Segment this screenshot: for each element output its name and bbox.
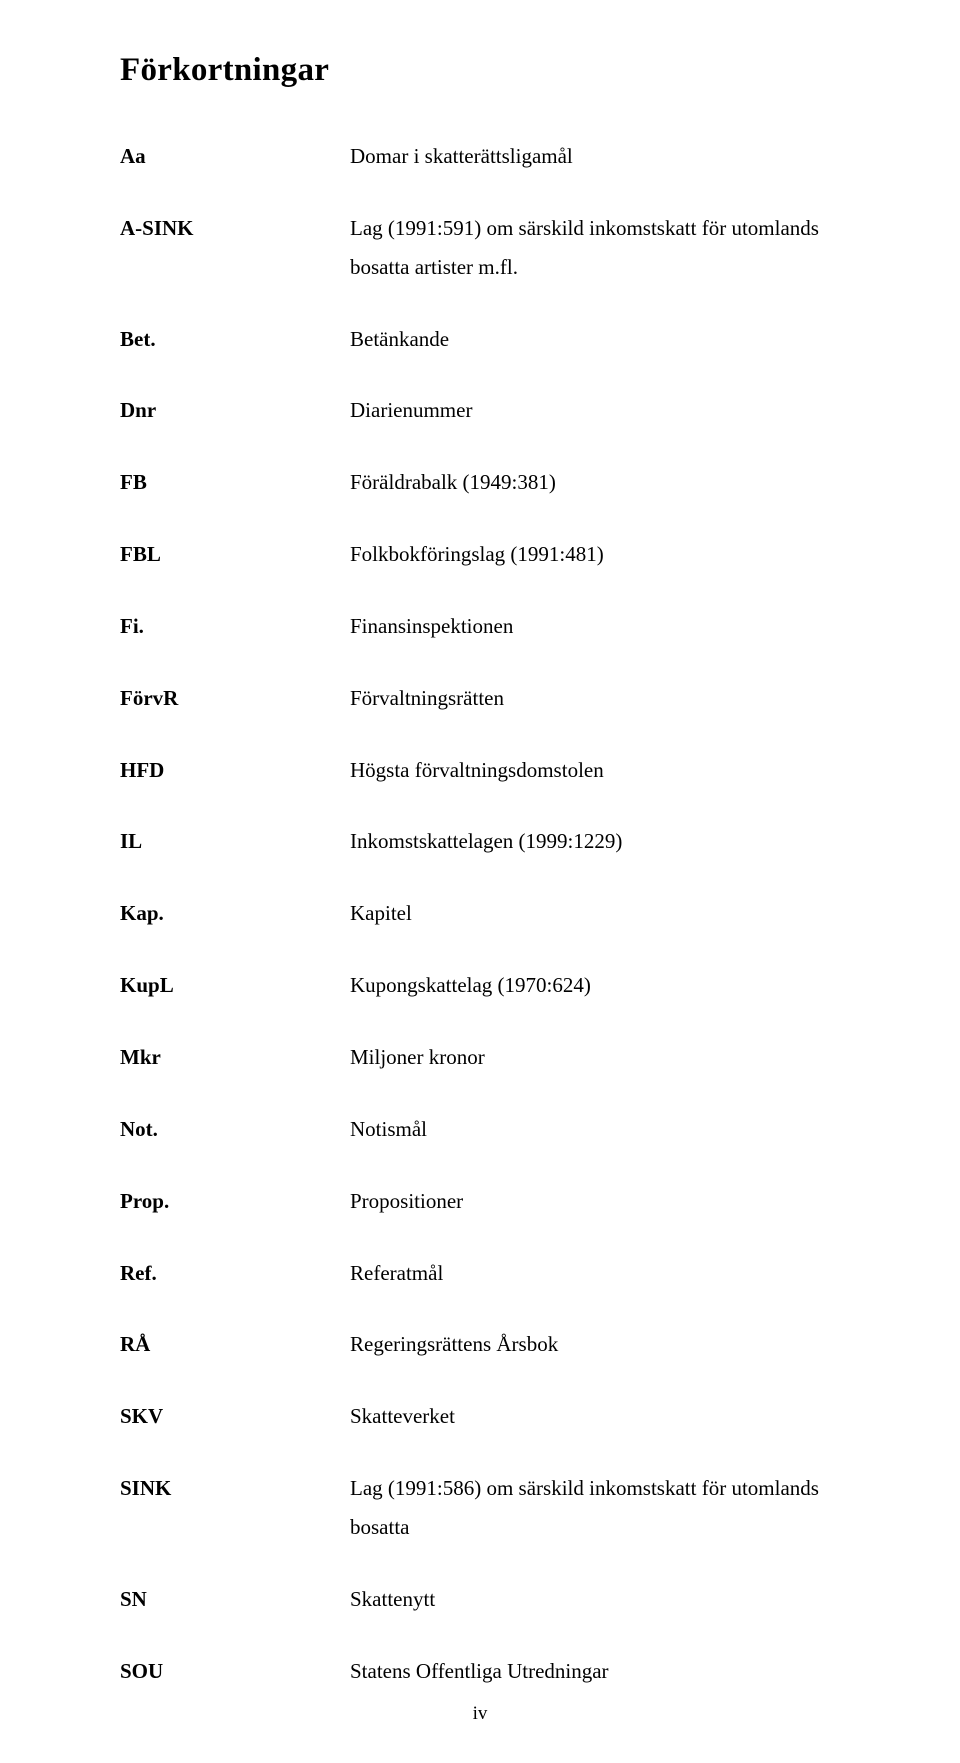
- table-row: SINKLag (1991:586) om särskild inkomstsk…: [120, 1469, 840, 1580]
- abbr-cell: Bet.: [120, 320, 350, 392]
- table-row: AaDomar i skatterättsligamål: [120, 137, 840, 209]
- abbr-cell: Not.: [120, 1110, 350, 1182]
- abbr-cell: Mkr: [120, 1038, 350, 1110]
- definition-cell: Regeringsrättens Årsbok: [350, 1325, 840, 1397]
- table-row: HFDHögsta förvaltningsdomstolen: [120, 751, 840, 823]
- definition-cell: Diarienummer: [350, 391, 840, 463]
- abbr-cell: HFD: [120, 751, 350, 823]
- abbr-cell: FBL: [120, 535, 350, 607]
- table-row: Prop.Propositioner: [120, 1182, 840, 1254]
- table-row: A-SINKLag (1991:591) om särskild inkomst…: [120, 209, 840, 320]
- table-row: ILInkomstskattelagen (1999:1229): [120, 822, 840, 894]
- abbr-cell: A-SINK: [120, 209, 350, 320]
- table-row: KupLKupongskattelag (1970:624): [120, 966, 840, 1038]
- abbr-cell: KupL: [120, 966, 350, 1038]
- definition-cell: Referatmål: [350, 1254, 840, 1326]
- definition-cell: Skattenytt: [350, 1580, 840, 1652]
- abbr-cell: Ref.: [120, 1254, 350, 1326]
- abbr-cell: Fi.: [120, 607, 350, 679]
- abbr-cell: Prop.: [120, 1182, 350, 1254]
- abbr-cell: SN: [120, 1580, 350, 1652]
- table-row: Fi.Finansinspektionen: [120, 607, 840, 679]
- table-row: SNSkattenytt: [120, 1580, 840, 1652]
- definition-cell: Inkomstskattelagen (1999:1229): [350, 822, 840, 894]
- definition-cell: Notismål: [350, 1110, 840, 1182]
- definition-cell: Folkbokföringslag (1991:481): [350, 535, 840, 607]
- table-row: FBLFolkbokföringslag (1991:481): [120, 535, 840, 607]
- table-row: MkrMiljoner kronor: [120, 1038, 840, 1110]
- definition-cell: Kapitel: [350, 894, 840, 966]
- definition-cell: Förvaltningsrätten: [350, 679, 840, 751]
- table-row: Not.Notismål: [120, 1110, 840, 1182]
- table-row: SKVSkatteverket: [120, 1397, 840, 1469]
- definition-cell: Lag (1991:586) om särskild inkomstskatt …: [350, 1469, 840, 1580]
- page-number: iv: [0, 1703, 960, 1725]
- definition-cell: Lag (1991:591) om särskild inkomstskatt …: [350, 209, 840, 320]
- table-row: Kap.Kapitel: [120, 894, 840, 966]
- abbr-cell: FB: [120, 463, 350, 535]
- abbr-cell: IL: [120, 822, 350, 894]
- table-row: RÅRegeringsrättens Årsbok: [120, 1325, 840, 1397]
- abbr-cell: SKV: [120, 1397, 350, 1469]
- definition-cell: Finansinspektionen: [350, 607, 840, 679]
- table-row: FBFöräldrabalk (1949:381): [120, 463, 840, 535]
- abbr-cell: Dnr: [120, 391, 350, 463]
- definition-cell: Högsta förvaltningsdomstolen: [350, 751, 840, 823]
- abbr-cell: SINK: [120, 1469, 350, 1580]
- abbr-cell: Aa: [120, 137, 350, 209]
- abbreviations-table: AaDomar i skatterättsligamålA-SINKLag (1…: [120, 137, 840, 1723]
- definition-cell: Betänkande: [350, 320, 840, 392]
- definition-cell: Föräldrabalk (1949:381): [350, 463, 840, 535]
- definition-cell: Skatteverket: [350, 1397, 840, 1469]
- definition-cell: Domar i skatterättsligamål: [350, 137, 840, 209]
- definition-cell: Miljoner kronor: [350, 1038, 840, 1110]
- page-title: Förkortningar: [120, 52, 840, 89]
- document-page: Förkortningar AaDomar i skatterättsligam…: [0, 0, 960, 1763]
- table-row: Ref.Referatmål: [120, 1254, 840, 1326]
- definition-cell: Kupongskattelag (1970:624): [350, 966, 840, 1038]
- table-row: FörvRFörvaltningsrätten: [120, 679, 840, 751]
- abbr-cell: FörvR: [120, 679, 350, 751]
- definition-cell: Propositioner: [350, 1182, 840, 1254]
- abbr-cell: RÅ: [120, 1325, 350, 1397]
- table-row: Bet.Betänkande: [120, 320, 840, 392]
- abbr-cell: Kap.: [120, 894, 350, 966]
- table-row: DnrDiarienummer: [120, 391, 840, 463]
